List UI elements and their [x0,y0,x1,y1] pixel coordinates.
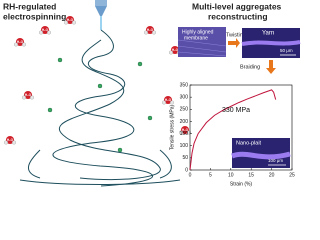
y-axis-label: Tensile stress (MPa) [169,105,175,151]
plait-fiber [231,151,291,160]
hydrogen [22,42,26,47]
stress-strain-chart: 0 50 100 150 200 250 300 350 0 5 10 15 20 25 Strain (%… [169,82,295,187]
y-tick-label: 250 [180,107,189,113]
x-tick-label: 20 [269,172,275,178]
water [41,26,49,34]
water-label: H₂O [25,93,32,97]
membrane-label: Highly aligned [182,29,214,35]
hydrogen [39,30,43,35]
left-title: RH-regulated [3,1,56,11]
series-line [189,89,277,171]
hydrogen [179,130,183,135]
hydrogen [72,20,76,25]
y-tick-label: 300 [180,94,189,100]
left-title: electrospinning [3,11,66,21]
bead [57,57,63,63]
y-tick-label: 350 [180,82,189,88]
hydrogen [22,95,26,100]
water [6,136,14,144]
bead [137,61,143,67]
hydrogen [14,42,18,47]
hydrogen [152,30,156,35]
right-title: Multi-level aggregates [192,1,282,11]
x-tick-label: 15 [248,172,254,178]
water [66,16,74,24]
water-molecules: H₂O H₂O H₂O H₂O H₂O H₂O H₂O H₂O H₂O [4,16,191,153]
hydrogen [144,30,148,35]
plot-frame [189,84,293,171]
x-tick-label: 0 [189,172,192,178]
hydrogen [162,100,166,105]
bead [147,115,153,121]
hydrogen [4,140,8,145]
water [181,126,189,134]
x-axis-label: Strain (%) [230,181,253,187]
hydrogen [30,95,34,100]
hydrogen [12,140,16,145]
y-tick-label: 0 [185,167,188,173]
water-label: H₂O [7,138,14,142]
bead [97,83,103,89]
spinneret [95,0,107,30]
water-label: H₂O [42,28,49,32]
annotation: 330 MPa [222,107,250,114]
right-title: reconstructing [208,11,268,21]
arrow [266,60,276,74]
x-tick-label: 10 [228,172,234,178]
water-label: H₂O [17,40,24,44]
water [146,26,154,34]
water-label: H₂O [67,18,74,22]
hydrogen [169,50,173,55]
y-tick-label: 100 [180,143,189,149]
bead [117,147,123,153]
arrow [228,38,240,48]
water-label: H₂O [172,48,179,52]
x-tick-label: 25 [289,172,295,178]
water-label: H₂O [182,128,189,132]
membrane-image [178,27,226,57]
yarn-fiber [241,40,301,46]
water-label: H₂O [165,98,172,102]
y-tick-label: 150 [180,131,189,137]
twisting-label: Twisting [226,32,246,38]
water [24,91,32,99]
fibers [19,29,181,187]
water [164,96,172,104]
water [171,46,179,54]
water [16,38,24,46]
yarn-label: Yarn [262,31,274,37]
braiding-label: Braiding [240,64,260,70]
x-tick-label: 5 [209,172,212,178]
plait-label: Nano-plait [236,140,262,146]
water-label: H₂O [147,28,154,32]
y-tick-label: 50 [182,155,188,161]
scale-label: 50 μm [280,48,293,53]
membrane-texture [177,39,227,57]
scale-label: 100 μm [268,158,283,163]
membrane-label: membrane [184,35,208,41]
hydrogen [64,20,68,25]
bead [47,107,53,113]
hydrogen [47,30,51,35]
y-tick-label: 200 [180,119,189,125]
hydrogen [170,100,174,105]
